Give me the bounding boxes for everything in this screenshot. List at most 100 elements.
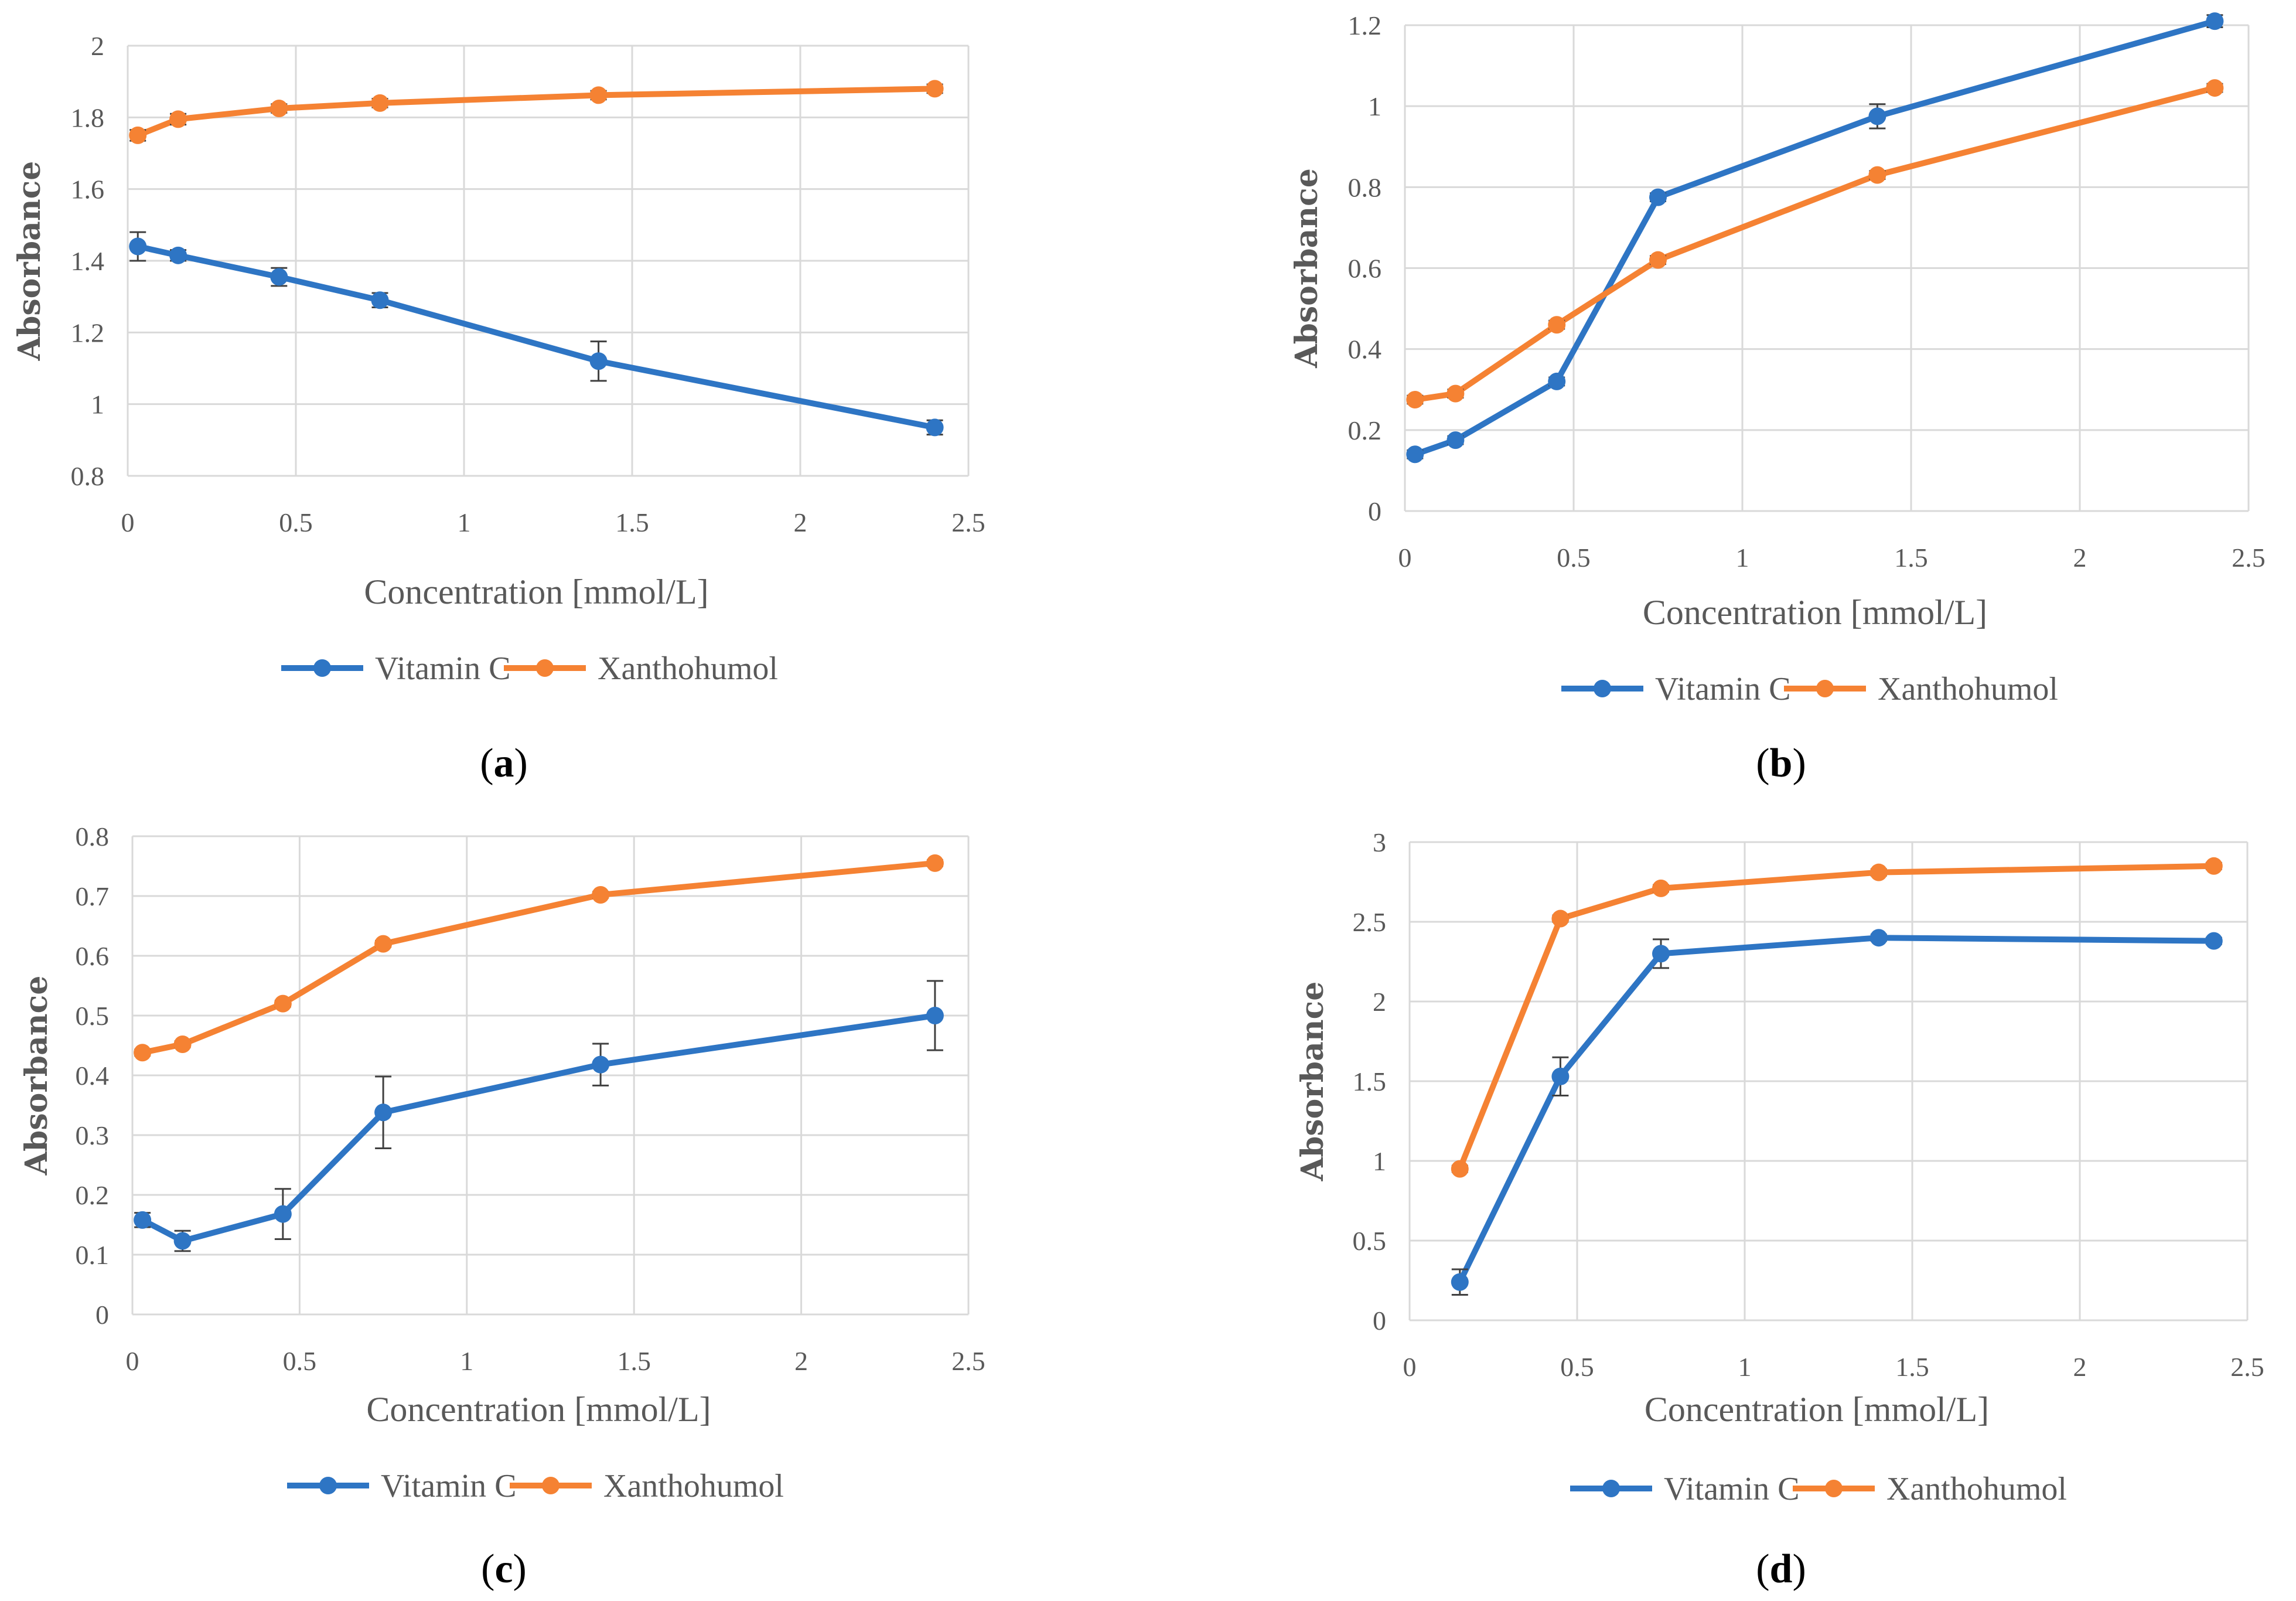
chart-d-legend-label-1: Xanthohumol bbox=[1886, 1471, 2067, 1507]
chart-c-legend-label-0: Vitamin C bbox=[381, 1468, 517, 1504]
chart-d-point-1 bbox=[2205, 857, 2223, 875]
chart-c-y-tick-label: 0.4 bbox=[76, 1061, 110, 1091]
chart-b-legend-marker-0 bbox=[1594, 680, 1611, 697]
chart-a-point-0 bbox=[129, 237, 147, 256]
chart-b-point-1 bbox=[1548, 316, 1566, 334]
chart-d-point-0 bbox=[1451, 1273, 1469, 1291]
chart-b-point-0 bbox=[1868, 107, 1886, 125]
chart-d-x-tick-label: 0 bbox=[1403, 1352, 1417, 1382]
chart-a-y-tick-label: 1.2 bbox=[71, 318, 105, 348]
chart-a-legend-label-1: Xanthohumol bbox=[598, 650, 778, 687]
chart-c-caption: (c) bbox=[481, 1547, 527, 1592]
chart-d-y-tick-label: 2.5 bbox=[1353, 907, 1387, 937]
chart-b-x-tick-label: 1.5 bbox=[1894, 543, 1928, 573]
chart-b-x-tick-label: 1 bbox=[1736, 543, 1749, 573]
chart-c-y-tick-label: 0.5 bbox=[76, 1001, 110, 1031]
chart-b-y-tick-label: 1 bbox=[1368, 91, 1381, 121]
chart-c-y-tick-label: 0.7 bbox=[76, 881, 110, 911]
chart-a-x-tick-label: 0 bbox=[121, 507, 135, 537]
chart-a-y-tick-label: 1 bbox=[91, 390, 104, 420]
chart-c-legend-marker-0 bbox=[319, 1477, 337, 1494]
chart-c-point-0 bbox=[926, 1007, 944, 1024]
chart-d-point-0 bbox=[1551, 1067, 1570, 1085]
chart-b-y-tick-label: 0.4 bbox=[1348, 335, 1382, 365]
chart-c-point-0 bbox=[173, 1232, 192, 1250]
chart-c-x-tick-label: 0 bbox=[126, 1346, 139, 1376]
chart-a-x-tick-label: 2.5 bbox=[951, 507, 985, 537]
chart-b-xlabel: Concentration [mmol/L] bbox=[1643, 593, 1987, 632]
chart-d-y-tick-label: 1.5 bbox=[1353, 1067, 1387, 1096]
chart-b-point-1 bbox=[1446, 384, 1465, 403]
chart-d-caption: (d) bbox=[1756, 1547, 1806, 1592]
chart-b-point-0 bbox=[1446, 431, 1465, 449]
chart-c-line-0 bbox=[141, 1013, 936, 1244]
chart-b-point-1 bbox=[1649, 251, 1667, 269]
chart-b-x-tick-label: 0.5 bbox=[1557, 543, 1591, 573]
chart-b-y-tick-label: 0.6 bbox=[1348, 254, 1382, 284]
chart-c-ylabel: Absorbance bbox=[19, 976, 54, 1176]
chart-c-x-tick-label: 0.5 bbox=[283, 1346, 317, 1376]
chart-c-x-tick-label: 1 bbox=[460, 1346, 473, 1376]
chart-b-line-1 bbox=[1414, 85, 2216, 403]
chart-c-y-tick-label: 0.8 bbox=[76, 822, 110, 851]
chart-b-point-1 bbox=[1868, 166, 1886, 184]
chart-a-x-tick-label: 0.5 bbox=[279, 507, 313, 537]
chart-b-x-tick-label: 2.5 bbox=[2232, 543, 2266, 573]
chart-c-point-1 bbox=[134, 1044, 152, 1062]
chart-d-point-0 bbox=[2205, 932, 2223, 950]
chart-c-point-0 bbox=[134, 1211, 152, 1229]
chart-d-point-0 bbox=[1652, 945, 1670, 963]
chart-a-point-0 bbox=[371, 291, 389, 309]
chart-c-point-1 bbox=[592, 885, 610, 904]
chart-d-point-1 bbox=[1451, 1160, 1469, 1178]
chart-b-point-0 bbox=[1406, 445, 1424, 464]
chart-d-legend-marker-0 bbox=[1602, 1480, 1620, 1497]
chart-a-y-tick-label: 0.8 bbox=[71, 461, 105, 491]
chart-a-y-tick-label: 1.8 bbox=[71, 103, 105, 132]
chart-c-x-tick-label: 2 bbox=[794, 1346, 808, 1376]
chart-a-y-tick-label: 2 bbox=[91, 31, 104, 61]
chart-b-legend-marker-1 bbox=[1816, 680, 1834, 697]
chart-b-point-0 bbox=[1548, 372, 1566, 390]
chart-d-line-0 bbox=[1457, 935, 2214, 1283]
chart-a-point-1 bbox=[129, 126, 147, 144]
chart-c-point-0 bbox=[274, 1205, 292, 1223]
chart-c-y-tick-label: 0.2 bbox=[76, 1180, 110, 1210]
chart-a-caption: (a) bbox=[480, 741, 528, 786]
chart-b-y-tick-label: 0.8 bbox=[1348, 172, 1382, 202]
chart-d-x-tick-label: 1 bbox=[1738, 1352, 1752, 1382]
chart-a-line-0 bbox=[137, 243, 936, 431]
chart-b-point-1 bbox=[2206, 79, 2224, 97]
chart-d-point-1 bbox=[1652, 879, 1670, 897]
chart-a-xlabel: Concentration [mmol/L] bbox=[364, 573, 708, 611]
chart-c-x-tick-label: 1.5 bbox=[617, 1346, 651, 1376]
chart-c-y-tick-label: 0.6 bbox=[76, 941, 110, 971]
chart-a-point-1 bbox=[589, 86, 608, 104]
chart-a-point-1 bbox=[270, 100, 288, 118]
chart-b-x-tick-label: 2 bbox=[2073, 543, 2087, 573]
chart-b-legend-label-0: Vitamin C bbox=[1655, 671, 1791, 707]
chart-b-y-tick-label: 1.2 bbox=[1348, 11, 1382, 40]
chart-d-legend-marker-1 bbox=[1825, 1480, 1843, 1497]
chart-a-point-0 bbox=[270, 268, 288, 286]
chart-d-ylabel: Absorbance bbox=[1295, 982, 1330, 1182]
chart-d-x-tick-label: 1.5 bbox=[1895, 1352, 1929, 1382]
chart-b-caption: (b) bbox=[1756, 741, 1806, 786]
chart-c-point-1 bbox=[926, 854, 944, 872]
chart-c-y-tick-label: 0.3 bbox=[76, 1120, 110, 1150]
chart-a-legend-label-0: Vitamin C bbox=[375, 650, 511, 687]
chart-a-y-tick-label: 1.6 bbox=[71, 175, 105, 205]
chart-d-point-1 bbox=[1551, 909, 1570, 928]
chart-d-x-tick-label: 2.5 bbox=[2230, 1352, 2264, 1382]
chart-d-y-tick-label: 0 bbox=[1373, 1306, 1386, 1336]
chart-a-legend-marker-1 bbox=[536, 659, 554, 677]
chart-b-legend-label-1: Xanthohumol bbox=[1878, 671, 2058, 707]
chart-d-y-tick-label: 3 bbox=[1373, 827, 1386, 857]
chart-a-ylabel: Absorbance bbox=[12, 161, 47, 362]
chart-d-legend-label-0: Vitamin C bbox=[1664, 1471, 1800, 1507]
chart-c-xlabel: Concentration [mmol/L] bbox=[366, 1390, 711, 1429]
chart-a-legend-marker-0 bbox=[313, 659, 331, 677]
chart-d-x-tick-label: 2 bbox=[2073, 1352, 2087, 1382]
chart-d-xlabel: Concentration [mmol/L] bbox=[1645, 1390, 1989, 1429]
